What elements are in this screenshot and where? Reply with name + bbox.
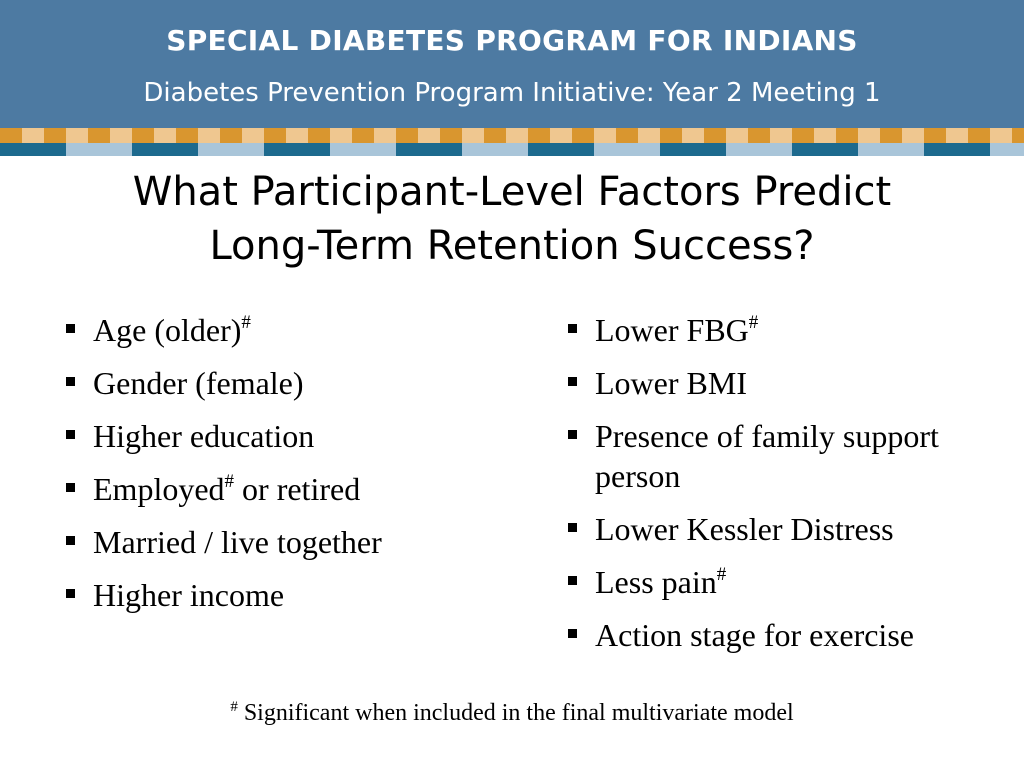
square-bullet-icon (66, 483, 75, 492)
bullet-text: Married / live together (93, 524, 382, 560)
program-title: SPECIAL DIABETES PROGRAM FOR INDIANS (166, 24, 858, 57)
decorative-stripe-teal (0, 143, 1024, 156)
decorative-stripe-orange (0, 128, 1024, 143)
list-item: Lower BMI (564, 363, 1009, 403)
slide-title-line-1: What Participant-Level Factors Predict (132, 169, 892, 215)
square-bullet-icon (568, 377, 577, 386)
list-item: Married / live together (62, 522, 492, 562)
list-item: Employed# or retired (62, 469, 492, 509)
square-bullet-icon (568, 629, 577, 638)
square-bullet-icon (66, 324, 75, 333)
left-bullet-list: Age (older)# Gender (female) Higher educ… (62, 310, 492, 628)
program-subtitle: Diabetes Prevention Program Initiative: … (143, 78, 881, 108)
bullet-text-after: or retired (234, 471, 361, 507)
bullet-text: Lower Kessler Distress (595, 511, 894, 547)
square-bullet-icon (568, 324, 577, 333)
list-item: Lower Kessler Distress (564, 509, 1009, 549)
square-bullet-icon (568, 430, 577, 439)
slide-title-line-2: Long-Term Retention Success? (209, 223, 815, 269)
list-item: Presence of family support person (564, 416, 1009, 496)
bullet-text: Presence of family support person (595, 418, 939, 494)
square-bullet-icon (66, 536, 75, 545)
right-bullet-list: Lower FBG# Lower BMI Presence of family … (564, 310, 1009, 668)
significance-mark: # (241, 312, 251, 333)
slide-title: What Participant-Level Factors Predict L… (0, 165, 1024, 273)
bullet-text: Higher income (93, 577, 285, 613)
bullet-text: Lower FBG (595, 312, 749, 348)
significance-mark: # (716, 564, 727, 585)
list-item: Age (older)# (62, 310, 492, 350)
bullet-text: Higher education (93, 418, 315, 454)
bullet-text: Lower BMI (595, 365, 747, 401)
square-bullet-icon (568, 523, 577, 532)
header-banner: SPECIAL DIABETES PROGRAM FOR INDIANS Dia… (0, 0, 1024, 128)
square-bullet-icon (66, 377, 75, 386)
bullet-text: Gender (female) (93, 365, 304, 401)
list-item: Gender (female) (62, 363, 492, 403)
bullet-text: Age (older) (93, 312, 242, 348)
square-bullet-icon (66, 589, 75, 598)
bullet-text: Employed (93, 471, 225, 507)
list-item: Less pain# (564, 562, 1009, 602)
list-item: Lower FBG# (564, 310, 1009, 350)
bullet-text: Less pain (595, 564, 717, 600)
list-item: Action stage for exercise (564, 615, 1009, 655)
bullet-text: Action stage for exercise (595, 617, 914, 653)
significance-mark: # (224, 471, 235, 492)
footnote-mark: # (230, 699, 238, 715)
square-bullet-icon (66, 430, 75, 439)
footnote-text: Significant when included in the final m… (237, 700, 794, 726)
list-item: Higher income (62, 575, 492, 615)
footnote: # Significant when included in the final… (0, 700, 1024, 727)
square-bullet-icon (568, 576, 577, 585)
significance-mark: # (748, 312, 759, 333)
list-item: Higher education (62, 416, 492, 456)
